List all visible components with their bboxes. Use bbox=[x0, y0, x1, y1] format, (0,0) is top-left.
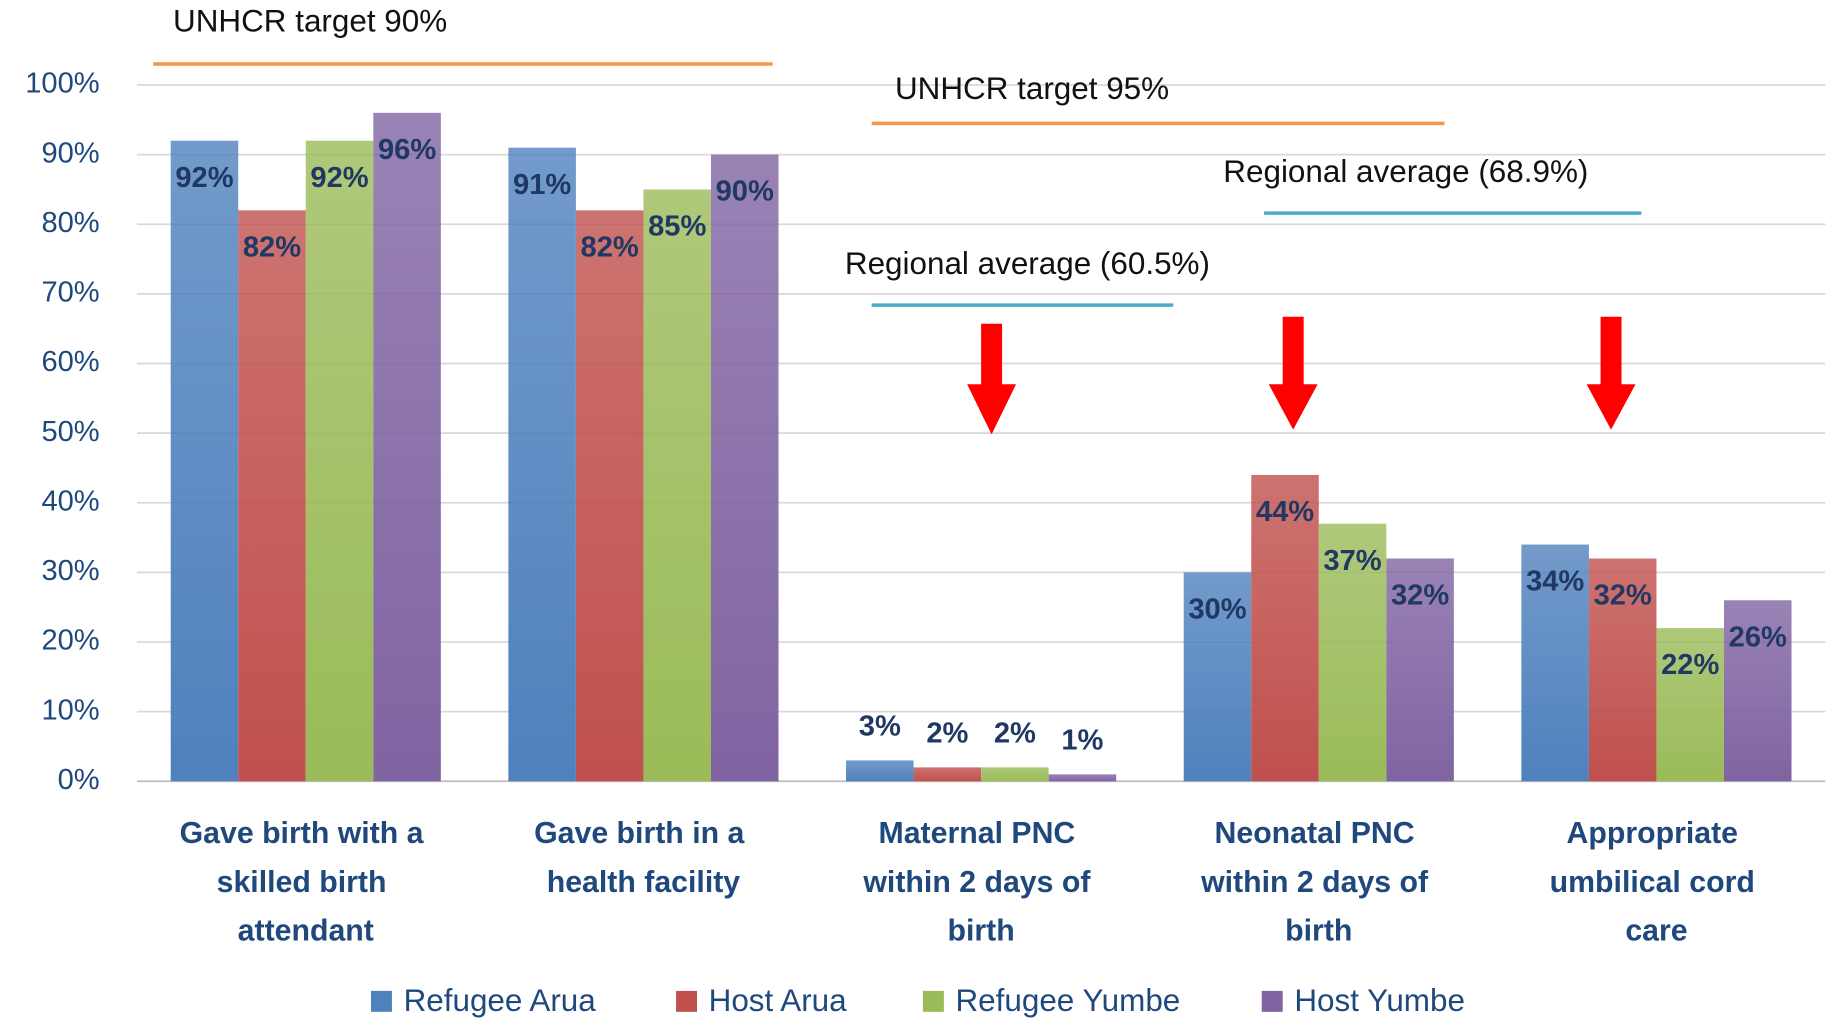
data-label: 92% bbox=[310, 162, 368, 194]
y-tick-label: 100% bbox=[25, 68, 99, 100]
legend-swatch bbox=[370, 990, 392, 1012]
bar bbox=[305, 140, 374, 782]
bar bbox=[1588, 558, 1657, 782]
arrow bbox=[1268, 316, 1318, 430]
arrow bbox=[967, 323, 1017, 435]
x-tick-label: Gave birth in a health facility bbox=[534, 817, 753, 899]
data-label: 22% bbox=[1661, 649, 1719, 681]
bar bbox=[710, 154, 779, 782]
y-tick-label: 50% bbox=[41, 416, 99, 448]
annotation: UNHCR target 95% bbox=[895, 71, 1169, 106]
bar bbox=[643, 189, 711, 782]
y-tick-label: 40% bbox=[41, 485, 99, 517]
y-tick-label: 0% bbox=[58, 764, 100, 796]
bar bbox=[1521, 544, 1589, 782]
legend-label: Refugee Arua bbox=[404, 983, 597, 1018]
data-label: 37% bbox=[1323, 545, 1381, 577]
bar bbox=[373, 112, 441, 782]
annotation: Regional average (60.5%) bbox=[845, 246, 1210, 281]
y-tick-label: 90% bbox=[41, 137, 99, 169]
x-tick-label: Gave birth with a skilled birth attendan… bbox=[180, 817, 432, 948]
data-label: 34% bbox=[1526, 566, 1584, 598]
bar bbox=[1318, 523, 1387, 782]
red-arrows bbox=[967, 316, 1636, 435]
bar bbox=[1048, 774, 1117, 782]
y-tick-label: 80% bbox=[41, 207, 99, 239]
data-label: 85% bbox=[648, 211, 706, 243]
legend-label: Refugee Yumbe bbox=[956, 983, 1181, 1018]
data-label: 92% bbox=[175, 162, 233, 194]
data-label: 96% bbox=[378, 134, 436, 166]
bar bbox=[508, 147, 576, 782]
bar bbox=[1386, 558, 1454, 782]
bar bbox=[575, 210, 644, 782]
legend-label: Host Arua bbox=[709, 983, 848, 1018]
y-tick-label: 10% bbox=[41, 694, 99, 726]
data-label: 44% bbox=[1256, 496, 1314, 528]
legend-swatch bbox=[676, 990, 698, 1012]
data-label: 32% bbox=[1594, 580, 1652, 612]
bar bbox=[913, 767, 982, 782]
data-label: 3% bbox=[859, 710, 901, 742]
x-tick-label: Appropriate umbilical cord care bbox=[1550, 817, 1764, 948]
y-tick-label: 30% bbox=[41, 555, 99, 587]
y-tick-label: 60% bbox=[41, 346, 99, 378]
legend-swatch bbox=[922, 990, 944, 1012]
data-label: 26% bbox=[1729, 621, 1787, 653]
data-label: 90% bbox=[716, 176, 774, 208]
bar bbox=[1656, 628, 1724, 782]
x-tick-label: Neonatal PNC within 2 days of birth bbox=[1200, 817, 1436, 948]
data-label: 32% bbox=[1391, 580, 1449, 612]
bar bbox=[1251, 474, 1319, 782]
annotation: UNHCR target 90% bbox=[173, 4, 447, 39]
data-label: 2% bbox=[926, 717, 968, 749]
y-tick-label: 20% bbox=[41, 625, 99, 657]
data-label: 82% bbox=[581, 231, 639, 263]
bar bbox=[846, 760, 914, 782]
annotation: Regional average (68.9%) bbox=[1223, 154, 1588, 189]
bar bbox=[1183, 572, 1252, 782]
bar bbox=[170, 140, 239, 782]
data-label: 1% bbox=[1061, 724, 1103, 756]
data-label: 30% bbox=[1188, 594, 1246, 626]
legend-label: Host Yumbe bbox=[1294, 983, 1465, 1018]
y-tick-label: 70% bbox=[41, 277, 99, 309]
bar bbox=[981, 767, 1049, 782]
bar bbox=[238, 210, 306, 782]
arrow bbox=[1586, 316, 1636, 430]
x-tick-label: Maternal PNC within 2 days of birth bbox=[862, 817, 1098, 948]
data-label: 82% bbox=[243, 231, 301, 263]
data-label: 2% bbox=[994, 717, 1036, 749]
legend-swatch bbox=[1261, 990, 1283, 1012]
data-label: 91% bbox=[513, 169, 571, 201]
bar bbox=[1723, 600, 1792, 782]
